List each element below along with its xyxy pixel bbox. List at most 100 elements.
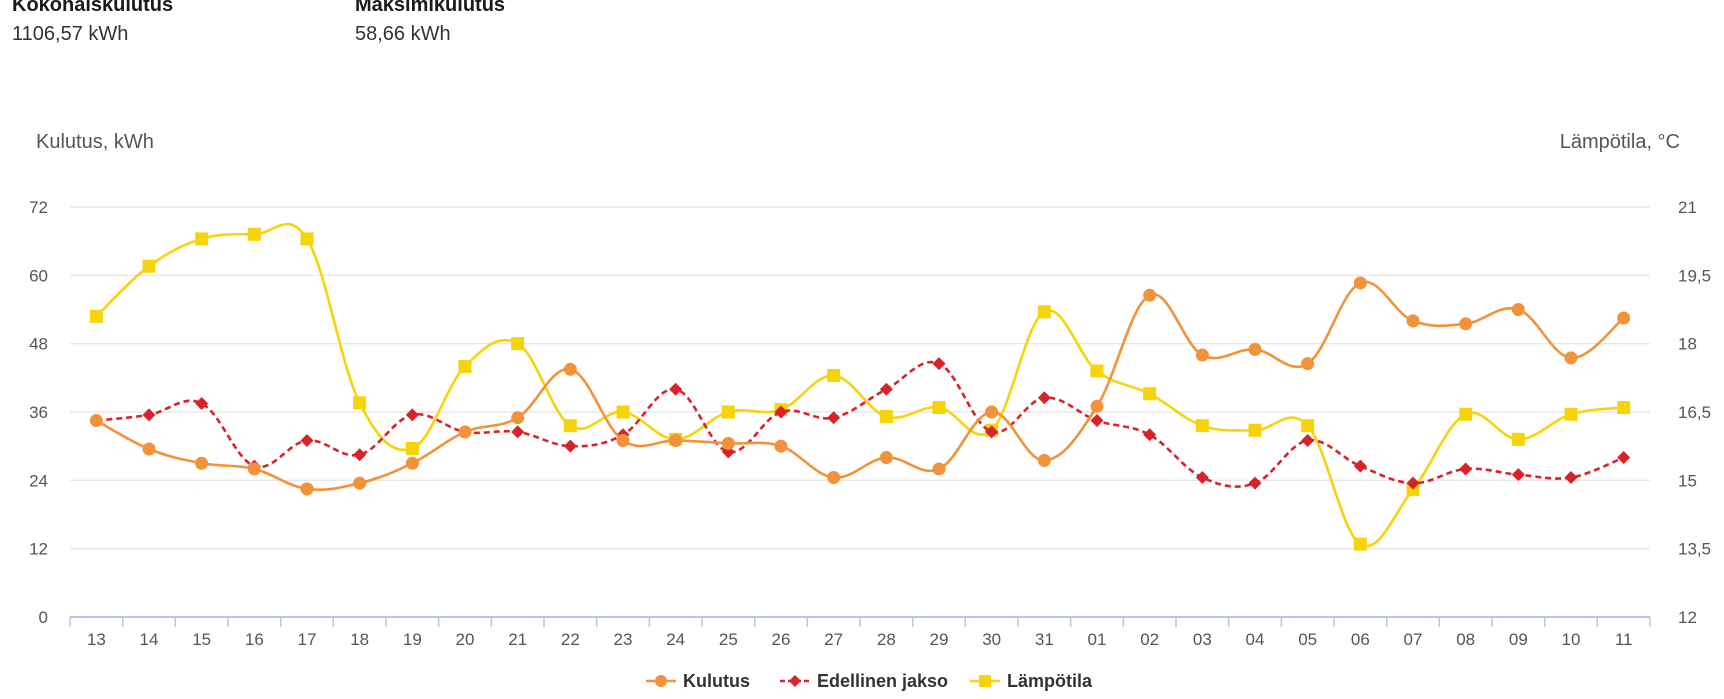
- data-point-kulutus[interactable]: [1301, 357, 1315, 371]
- data-point-kulutus[interactable]: [195, 456, 209, 470]
- data-point-kulutus[interactable]: [300, 482, 314, 496]
- data-point-kulutus[interactable]: [458, 425, 472, 439]
- data-point-kulutus[interactable]: [1617, 311, 1631, 325]
- data-point-kulutus[interactable]: [511, 411, 525, 425]
- data-point-l-mp-tila[interactable]: [89, 309, 103, 323]
- data-point-kulutus[interactable]: [1143, 288, 1157, 302]
- data-point-edellinen-jakso[interactable]: [1248, 476, 1262, 490]
- data-point-edellinen-jakso[interactable]: [985, 425, 999, 439]
- data-point-edellinen-jakso[interactable]: [353, 448, 367, 462]
- y-right-tick-label: 21: [1678, 198, 1697, 217]
- data-point-l-mp-tila[interactable]: [142, 259, 156, 273]
- data-point-kulutus[interactable]: [1564, 351, 1578, 365]
- data-point-l-mp-tila[interactable]: [1301, 419, 1315, 433]
- data-point-edellinen-jakso[interactable]: [932, 357, 946, 371]
- data-point-kulutus[interactable]: [1037, 453, 1051, 467]
- data-point-edellinen-jakso[interactable]: [1301, 433, 1315, 447]
- data-point-l-mp-tila[interactable]: [300, 232, 314, 246]
- data-point-edellinen-jakso[interactable]: [669, 382, 683, 396]
- legend-marker[interactable]: [789, 675, 801, 687]
- data-point-kulutus[interactable]: [616, 433, 630, 447]
- y-right-tick-label: 19,5: [1678, 266, 1711, 285]
- data-point-l-mp-tila[interactable]: [1143, 387, 1157, 401]
- y-left-tick-label: 72: [29, 198, 48, 217]
- data-point-l-mp-tila[interactable]: [353, 396, 367, 410]
- data-point-edellinen-jakso[interactable]: [1617, 451, 1631, 465]
- data-point-edellinen-jakso[interactable]: [405, 408, 419, 422]
- data-point-l-mp-tila[interactable]: [879, 410, 893, 424]
- data-point-l-mp-tila[interactable]: [1037, 305, 1051, 319]
- x-tick-label: 05: [1298, 630, 1317, 649]
- legend-marker[interactable]: [655, 675, 667, 687]
- data-point-l-mp-tila[interactable]: [1353, 537, 1367, 551]
- data-point-edellinen-jakso[interactable]: [1459, 462, 1473, 476]
- y-right-tick-label: 16,5: [1678, 403, 1711, 422]
- data-point-l-mp-tila[interactable]: [1195, 419, 1209, 433]
- x-axis: 13 14 15 16 17 18 19 20 21 22 23 24 25 26 27 28 29 30 31 01…: [69, 616, 1651, 649]
- data-point-edellinen-jakso[interactable]: [1564, 470, 1578, 484]
- data-point-kulutus[interactable]: [669, 433, 683, 447]
- data-point-l-mp-tila[interactable]: [616, 405, 630, 419]
- data-point-kulutus[interactable]: [827, 470, 841, 484]
- data-point-kulutus[interactable]: [1459, 317, 1473, 331]
- data-point-edellinen-jakso[interactable]: [142, 408, 156, 422]
- stat-total: Kokonaiskulutus 1106,57 kWh: [12, 0, 173, 46]
- data-point-edellinen-jakso[interactable]: [879, 382, 893, 396]
- data-point-kulutus[interactable]: [89, 414, 103, 428]
- data-point-l-mp-tila[interactable]: [563, 419, 577, 433]
- stat-max-value: 58,66 kWh: [355, 23, 451, 45]
- data-point-edellinen-jakso[interactable]: [1195, 470, 1209, 484]
- stat-max-label: Maksimikulutus: [355, 0, 506, 16]
- x-tick-label: 09: [1509, 630, 1528, 649]
- data-point-kulutus[interactable]: [1511, 303, 1525, 316]
- legend[interactable]: Kulutus Edellinen jakso Lämpötila: [646, 671, 1093, 691]
- data-point-kulutus[interactable]: [721, 436, 735, 450]
- data-point-l-mp-tila[interactable]: [932, 400, 946, 414]
- data-point-kulutus[interactable]: [932, 462, 946, 476]
- data-point-kulutus[interactable]: [774, 439, 788, 453]
- data-point-kulutus[interactable]: [142, 442, 156, 456]
- data-point-l-mp-tila[interactable]: [195, 232, 209, 246]
- data-point-l-mp-tila[interactable]: [247, 227, 261, 241]
- legend-marker[interactable]: [979, 675, 991, 687]
- data-point-edellinen-jakso[interactable]: [511, 425, 525, 439]
- data-point-edellinen-jakso[interactable]: [774, 405, 788, 419]
- data-point-edellinen-jakso[interactable]: [1037, 391, 1051, 405]
- data-point-edellinen-jakso[interactable]: [300, 433, 314, 447]
- data-point-l-mp-tila[interactable]: [511, 337, 525, 351]
- data-point-kulutus[interactable]: [563, 362, 577, 376]
- legend-item-edellinen-jakso[interactable]: Edellinen jakso: [780, 671, 948, 691]
- data-point-kulutus[interactable]: [879, 451, 893, 465]
- data-point-l-mp-tila[interactable]: [1248, 423, 1262, 437]
- data-point-l-mp-tila[interactable]: [1617, 400, 1631, 414]
- data-point-edellinen-jakso[interactable]: [1353, 459, 1367, 473]
- x-tick-label: 15: [192, 630, 211, 649]
- data-point-kulutus[interactable]: [985, 405, 999, 419]
- data-point-l-mp-tila[interactable]: [1564, 407, 1578, 421]
- data-point-kulutus[interactable]: [1406, 314, 1420, 328]
- data-point-kulutus[interactable]: [353, 476, 367, 490]
- data-point-edellinen-jakso[interactable]: [563, 439, 577, 453]
- data-point-edellinen-jakso[interactable]: [1406, 476, 1420, 490]
- data-point-edellinen-jakso[interactable]: [1090, 414, 1104, 428]
- data-point-kulutus[interactable]: [405, 456, 419, 470]
- data-point-kulutus[interactable]: [1353, 276, 1367, 290]
- data-point-l-mp-tila[interactable]: [1511, 432, 1525, 446]
- data-point-l-mp-tila[interactable]: [1090, 364, 1104, 378]
- data-point-l-mp-tila[interactable]: [1459, 407, 1473, 421]
- data-point-kulutus[interactable]: [1195, 348, 1209, 362]
- data-point-edellinen-jakso[interactable]: [1143, 428, 1157, 442]
- data-point-kulutus[interactable]: [1248, 342, 1262, 356]
- data-point-edellinen-jakso[interactable]: [827, 411, 841, 425]
- data-point-edellinen-jakso[interactable]: [195, 396, 209, 410]
- data-point-l-mp-tila[interactable]: [458, 359, 472, 373]
- data-point-l-mp-tila[interactable]: [721, 405, 735, 419]
- data-point-kulutus[interactable]: [247, 462, 261, 476]
- legend-item-kulutus[interactable]: Kulutus: [646, 671, 750, 691]
- legend-item-l-mp-tila[interactable]: Lämpötila: [970, 671, 1093, 691]
- x-tick-label: 07: [1404, 630, 1423, 649]
- data-point-edellinen-jakso[interactable]: [1511, 468, 1525, 482]
- data-point-l-mp-tila[interactable]: [405, 441, 419, 455]
- data-point-l-mp-tila[interactable]: [827, 369, 841, 383]
- data-point-kulutus[interactable]: [1090, 399, 1104, 413]
